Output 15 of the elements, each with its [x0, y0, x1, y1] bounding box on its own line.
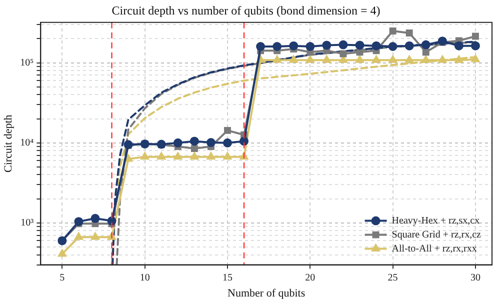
x-tick-label: 15	[222, 272, 232, 284]
x-tick-label: 25	[388, 272, 398, 284]
x-axis-title: Number of qubits	[228, 287, 306, 300]
legend-label: Square Grid + rz,rx,cz	[392, 229, 482, 240]
legend-label: Heavy-Hex + rz,sx,cx	[392, 215, 480, 226]
y-axis-title: Circuit depth	[2, 114, 14, 172]
x-tick-label: 10	[140, 272, 150, 284]
chart-title: Circuit depth vs number of qubits (bond dimension = 4)	[112, 3, 380, 18]
x-tick-label: 20	[305, 272, 316, 284]
y-tick-label: 10⁴	[20, 138, 34, 149]
y-tick-label: 10⁵	[20, 57, 34, 68]
y-tick-label: 10³	[20, 218, 34, 229]
legend-label: All-to-All + rz,rx,rxx	[392, 243, 477, 254]
x-tick-label: 30	[470, 272, 480, 284]
x-tick-label: 5	[60, 272, 65, 284]
